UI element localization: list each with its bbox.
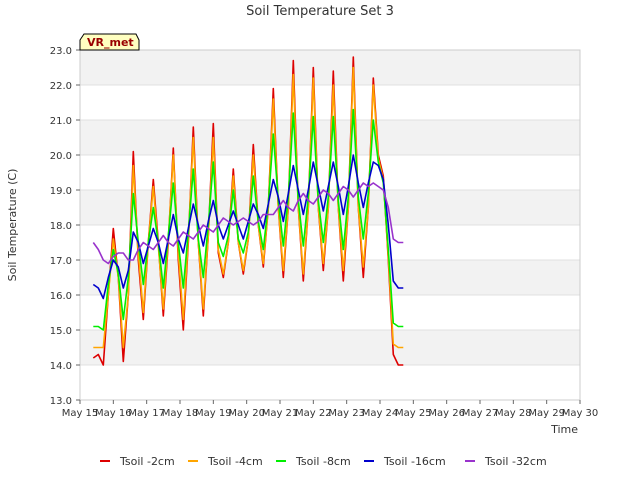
series-layer <box>92 56 404 366</box>
y-tick-label: 22.0 <box>50 81 72 92</box>
x-tick-label: May 21 <box>262 408 299 419</box>
x-tick-label: May 16 <box>95 408 132 419</box>
legend-label: Tsoil -16cm <box>383 455 446 468</box>
series-line-3 <box>93 108 404 331</box>
annotation-label: VR_met <box>87 36 134 49</box>
y-tick-label: 19.0 <box>50 186 72 197</box>
y-tick-label: 18.0 <box>50 221 72 232</box>
annotation-badge-box <box>79 33 140 51</box>
y-tick-label: 15.0 <box>50 326 72 337</box>
y-axis-label: Soil Temperature (C) <box>6 169 19 282</box>
y-tick-label: 20.0 <box>50 151 72 162</box>
x-tick-label: May 30 <box>562 408 599 419</box>
legend-label: Tsoil -2cm <box>119 455 175 468</box>
x-tick-label: May 20 <box>228 408 265 419</box>
x-tick-label: May 24 <box>362 408 399 419</box>
y-tick-label: 16.0 <box>50 291 72 302</box>
x-tick-label: May 23 <box>328 408 365 419</box>
x-tick-label: May 25 <box>395 408 432 419</box>
x-tick-label: May 28 <box>495 408 532 419</box>
x-tick-label: May 27 <box>462 408 499 419</box>
series-line-5 <box>92 182 404 265</box>
x-tick-label: May 26 <box>428 408 465 419</box>
x-tick-label: May 15 <box>62 408 99 419</box>
x-tick-label: May 29 <box>528 408 565 419</box>
legend-label: Tsoil -32cm <box>484 455 547 468</box>
x-tick-label: May 17 <box>128 408 165 419</box>
y-axis: 13.0 14.0 15.0 16.0 17.0 18.0 19.0 20.0 21.0 22.0… <box>50 46 80 407</box>
y-tick-label: 17.0 <box>50 256 72 267</box>
legend-label: Tsoil -4cm <box>207 455 263 468</box>
grid-band <box>80 50 580 85</box>
x-tick-label: May 19 <box>195 408 232 419</box>
series-line-2 <box>93 66 404 349</box>
x-tick-label: May 18 <box>162 408 199 419</box>
y-tick-label: 14.0 <box>50 361 72 372</box>
grid-band <box>80 330 580 365</box>
chart-title: Soil Temperature Set 3 <box>246 4 394 19</box>
legend: Tsoil -2cm Tsoil -4cm Tsoil -8cm Tsoil -16c… <box>100 455 547 468</box>
y-tick-label: 13.0 <box>50 396 72 407</box>
grid-band <box>80 260 580 295</box>
y-tick-label: 21.0 <box>50 116 72 127</box>
x-axis-label: Time <box>550 423 578 436</box>
y-tick-label: 23.0 <box>50 46 72 57</box>
legend-label: Tsoil -8cm <box>295 455 351 468</box>
plot-area <box>79 49 581 401</box>
annotation-badge: VR_met <box>79 33 140 51</box>
x-tick-label: May 22 <box>295 408 332 419</box>
